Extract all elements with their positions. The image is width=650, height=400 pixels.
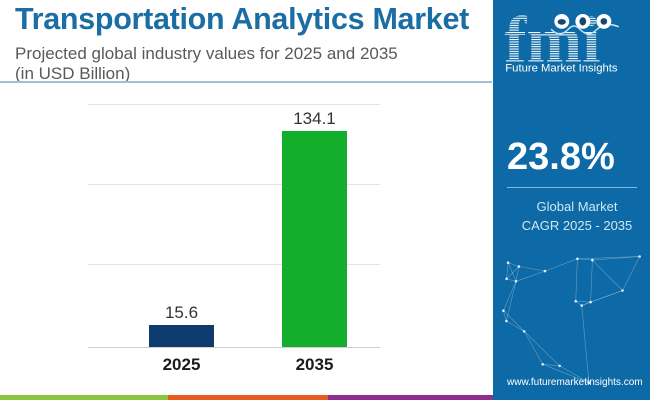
svg-text:Future Market Insights: Future Market Insights xyxy=(505,63,618,75)
